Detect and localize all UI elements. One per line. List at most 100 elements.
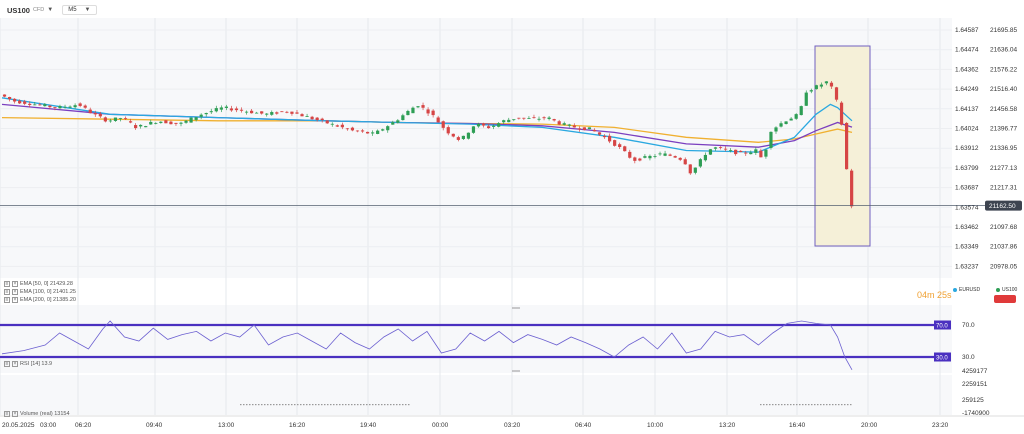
time-axis-tick: 13:00 (218, 422, 235, 429)
volume-bar (246, 404, 248, 406)
volume-bar (832, 404, 834, 406)
volume-bar (318, 404, 320, 406)
volume-bar (282, 404, 284, 406)
volume-bar (829, 404, 831, 406)
candle-body (693, 167, 697, 173)
candle-body (507, 119, 511, 123)
candle-body (325, 120, 329, 124)
legend-ema100[interactable]: ≡ × EMA [100, 0] 21401.25 (4, 289, 76, 295)
candle-countdown: 04m 25s (917, 290, 952, 300)
volume-bar (342, 404, 344, 406)
candle-body (683, 159, 687, 165)
volume-bar (273, 404, 275, 406)
volume-bar (799, 404, 801, 406)
candle-body (33, 104, 37, 106)
candle-body (53, 107, 57, 108)
ema200-line (1, 116, 853, 143)
candle-body (497, 123, 501, 127)
candle-body (189, 117, 193, 123)
candle-body (295, 112, 299, 114)
timeframe-label: M5 (68, 7, 77, 13)
volume-bar (778, 404, 780, 406)
volume-bar (802, 404, 804, 406)
left-axis-tick: 1.63462 (955, 224, 979, 231)
candle-body (809, 90, 813, 92)
volume-bar (348, 404, 350, 406)
candle-body (618, 144, 622, 148)
candle-body (275, 112, 279, 114)
volume-bar (784, 404, 786, 406)
candle-body (436, 117, 440, 123)
volume-bar (850, 404, 852, 406)
rsi-axis-tick: 30.0 (962, 354, 975, 361)
candle-body (63, 106, 67, 108)
candle-body (759, 150, 763, 158)
candle-body (270, 112, 274, 115)
volume-bar (763, 404, 765, 406)
legend-ema200[interactable]: ≡ × EMA [200, 0] 21385.20 (4, 297, 76, 303)
legend-rsi-label: RSI [14] 13.9 (20, 361, 53, 367)
volume-bar (826, 404, 828, 406)
legend-ema100-label: EMA [100, 0] 21401.25 (20, 289, 76, 295)
candle-body (290, 111, 294, 114)
candle-body (260, 111, 264, 114)
legend-ema50[interactable]: ≡ × EMA [50, 0] 21429.28 (4, 281, 73, 287)
volume-bar (303, 404, 305, 406)
candle-body (113, 117, 118, 121)
right-axis-tick: 20978.05 (990, 263, 1017, 270)
volume-bar (291, 404, 293, 406)
time-axis-tick: 19:40 (360, 422, 377, 429)
time-axis-tick: 06:40 (575, 422, 592, 429)
volume-bar (276, 404, 278, 406)
volume-bar (252, 404, 254, 406)
us100-color-swatch[interactable] (994, 295, 1016, 303)
candle-body (184, 120, 188, 123)
candle-body (335, 125, 339, 127)
candle-body (668, 154, 672, 156)
candle-body (829, 82, 834, 87)
volume-bar (288, 404, 290, 406)
candle-body (557, 121, 561, 125)
candle-body (587, 127, 592, 130)
candle-body (406, 110, 410, 116)
candle-body (502, 120, 506, 123)
candle-body (134, 125, 138, 129)
highlight-box (814, 45, 871, 247)
symbol-selector[interactable]: US100 CFD ▼ (4, 5, 56, 16)
time-axis-tick: 03:20 (504, 422, 521, 429)
candle-body (204, 112, 208, 115)
volume-bar (769, 404, 771, 406)
volume-bar (811, 404, 813, 406)
right-axis-tick: 21217.31 (990, 185, 1017, 192)
candle-body (426, 109, 430, 114)
timeframe-selector[interactable]: M5 ▼ (62, 5, 97, 15)
candle-body (643, 156, 647, 158)
legend-rsi[interactable]: ≡ × RSI [14] 13.9 (4, 361, 52, 367)
candle-body (678, 157, 682, 160)
candle-body (537, 118, 541, 120)
us100-dot-icon (996, 288, 1000, 292)
volume-bar (396, 404, 398, 406)
candle-body (23, 101, 27, 104)
left-axis-tick: 1.64362 (955, 66, 979, 73)
time-axis-tick: 03:00 (40, 422, 57, 429)
candle-body (179, 122, 183, 124)
volume-bar (312, 404, 314, 406)
candle-body (633, 157, 637, 161)
time-axis-tick: 09:40 (146, 422, 163, 429)
legend-volume[interactable]: ≡ × Volume (real) 13154 (4, 411, 70, 417)
volume-bar (351, 404, 353, 406)
candle-body (139, 124, 143, 127)
candle-body (648, 155, 652, 159)
candle-body (98, 113, 102, 117)
left-axis-tick: 1.64587 (955, 27, 979, 34)
volume-bar (321, 404, 323, 406)
candle-body (360, 130, 365, 132)
close-icon: × (12, 289, 18, 295)
candle-body (466, 132, 471, 139)
left-price-axis: 1.64587 1.64474 1.64362 1.64249 1.64137 1.640… (955, 27, 979, 270)
volume-bar (336, 404, 338, 406)
settings-icon: ≡ (4, 411, 10, 417)
candle-body (492, 125, 496, 127)
